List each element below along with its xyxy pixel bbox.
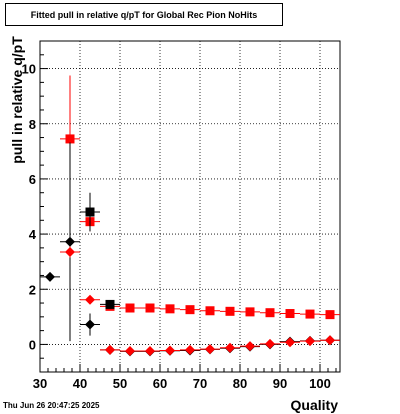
data-point-diamond: [85, 319, 95, 330]
y-tick-label: 6: [29, 172, 36, 187]
data-point-square: [125, 303, 135, 313]
data-point-square: [145, 303, 155, 313]
y-tick-label: 8: [29, 117, 36, 132]
x-tick-label: 70: [193, 376, 207, 391]
data-point-square: [225, 306, 235, 316]
data-point-diamond: [165, 345, 175, 356]
data-point-diamond: [65, 247, 75, 258]
x-tick-label: 50: [113, 376, 127, 391]
x-tick-label: 80: [233, 376, 247, 391]
timestamp: Thu Jun 26 20:47:25 2025: [3, 401, 100, 410]
x-tick-label: 100: [309, 376, 331, 391]
y-axis-label: pull in relative q/pT: [9, 36, 25, 164]
chart-title: Fitted pull in relative q/pT for Global …: [5, 3, 283, 26]
y-tick-label: 2: [29, 282, 36, 297]
data-point-square: [165, 304, 175, 314]
data-point-square: [325, 310, 335, 320]
data-point-diamond: [225, 342, 235, 353]
x-tick-label: 40: [73, 376, 87, 391]
plot-frame: [39, 40, 341, 373]
data-point-diamond: [145, 346, 155, 357]
data-point-diamond: [105, 344, 115, 355]
data-point-square: [185, 305, 195, 315]
x-tick-label: 60: [153, 376, 167, 391]
data-point-diamond: [125, 346, 135, 357]
data-point-diamond: [285, 337, 295, 348]
data-point-diamond: [185, 344, 195, 355]
y-tick-label: 4: [29, 227, 37, 242]
data-point-square: [265, 308, 275, 318]
data-point-square: [85, 207, 95, 217]
data-point-square: [245, 307, 255, 317]
data-point-square: [205, 306, 215, 316]
data-point-square: [105, 299, 115, 309]
data-point-square: [285, 309, 295, 319]
data-point-diamond: [265, 338, 275, 349]
data-point-diamond: [305, 336, 315, 347]
x-tick-label: 90: [273, 376, 287, 391]
data-point-diamond: [45, 271, 55, 282]
data-point-diamond: [245, 341, 255, 352]
data-point-diamond: [85, 294, 95, 305]
data-point-diamond: [205, 344, 215, 355]
data-point-square: [65, 134, 75, 144]
data-point-diamond: [325, 335, 335, 346]
x-axis-label: Quality: [290, 397, 338, 413]
y-tick-label: 0: [29, 337, 36, 352]
data-point-diamond: [65, 236, 75, 247]
y-tick-label: 10: [22, 62, 36, 77]
data-point-square: [305, 309, 315, 319]
x-tick-label: 30: [33, 376, 47, 391]
